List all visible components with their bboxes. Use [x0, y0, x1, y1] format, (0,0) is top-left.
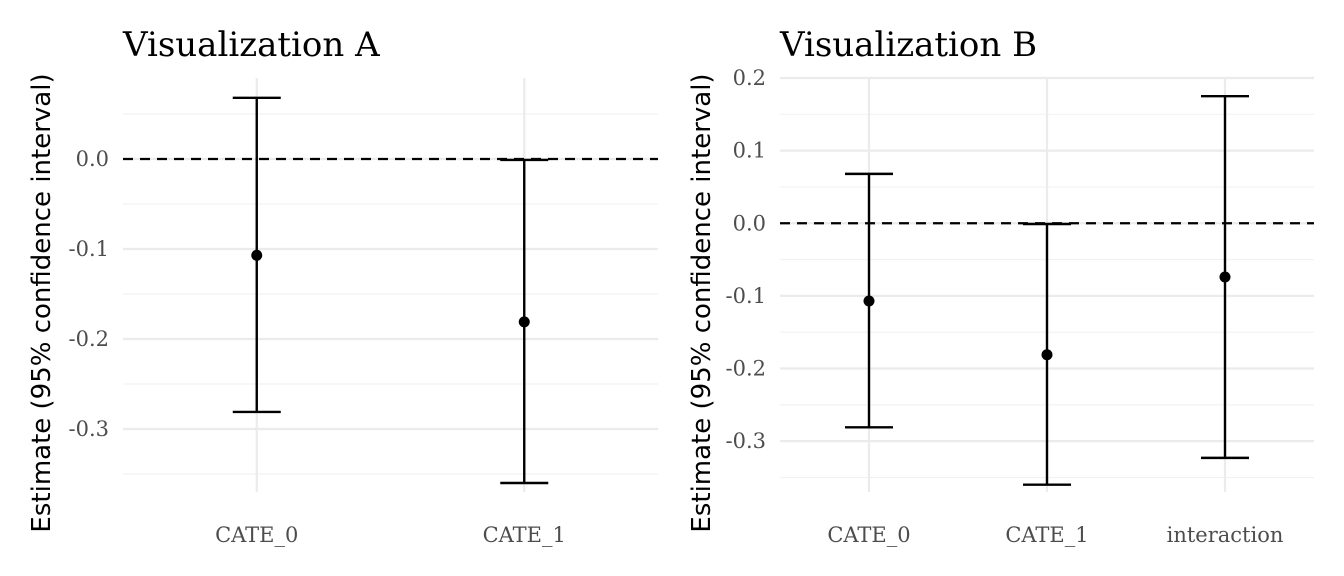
- y-tick-label: -0.1: [69, 237, 110, 261]
- estimate-point: [251, 249, 263, 261]
- x-tick-label: interaction: [1167, 523, 1284, 547]
- y-axis-label: Estimate (95% confidence interval): [27, 73, 57, 532]
- y-tick-label: -0.3: [726, 429, 767, 453]
- y-tick-label: -0.2: [726, 357, 767, 381]
- y-tick-label: 0.0: [733, 211, 766, 235]
- estimate-point: [863, 295, 875, 307]
- estimate-point: [1219, 271, 1231, 283]
- x-tick-label: CATE_1: [483, 523, 566, 547]
- chart-title: Visualization B: [779, 25, 1037, 65]
- y-tick-label: 0.1: [733, 139, 766, 163]
- x-tick-label: CATE_1: [1005, 523, 1088, 547]
- y-tick-label: -0.2: [69, 327, 110, 351]
- y-axis-label: Estimate (95% confidence interval): [687, 73, 717, 532]
- estimate-point: [518, 316, 530, 328]
- estimate-point: [1041, 349, 1053, 361]
- y-tick-label: -0.1: [726, 284, 767, 308]
- chart-title: Visualization A: [122, 25, 380, 65]
- panel-a: 0.0 -0.1 -0.2 -0.3 CATE_0 CATE_1 Visualization…: [27, 25, 658, 547]
- y-tick-label: -0.3: [69, 417, 110, 441]
- panel-b: 0.2 0.1 0.0 -0.1 -0.2 -0.3 CATE_0 CATE_1 interac…: [687, 25, 1314, 547]
- x-tick-label: CATE_0: [827, 523, 910, 547]
- y-tick-label: 0.0: [76, 147, 109, 171]
- x-tick-label: CATE_0: [215, 523, 298, 547]
- y-tick-label: 0.2: [733, 66, 766, 90]
